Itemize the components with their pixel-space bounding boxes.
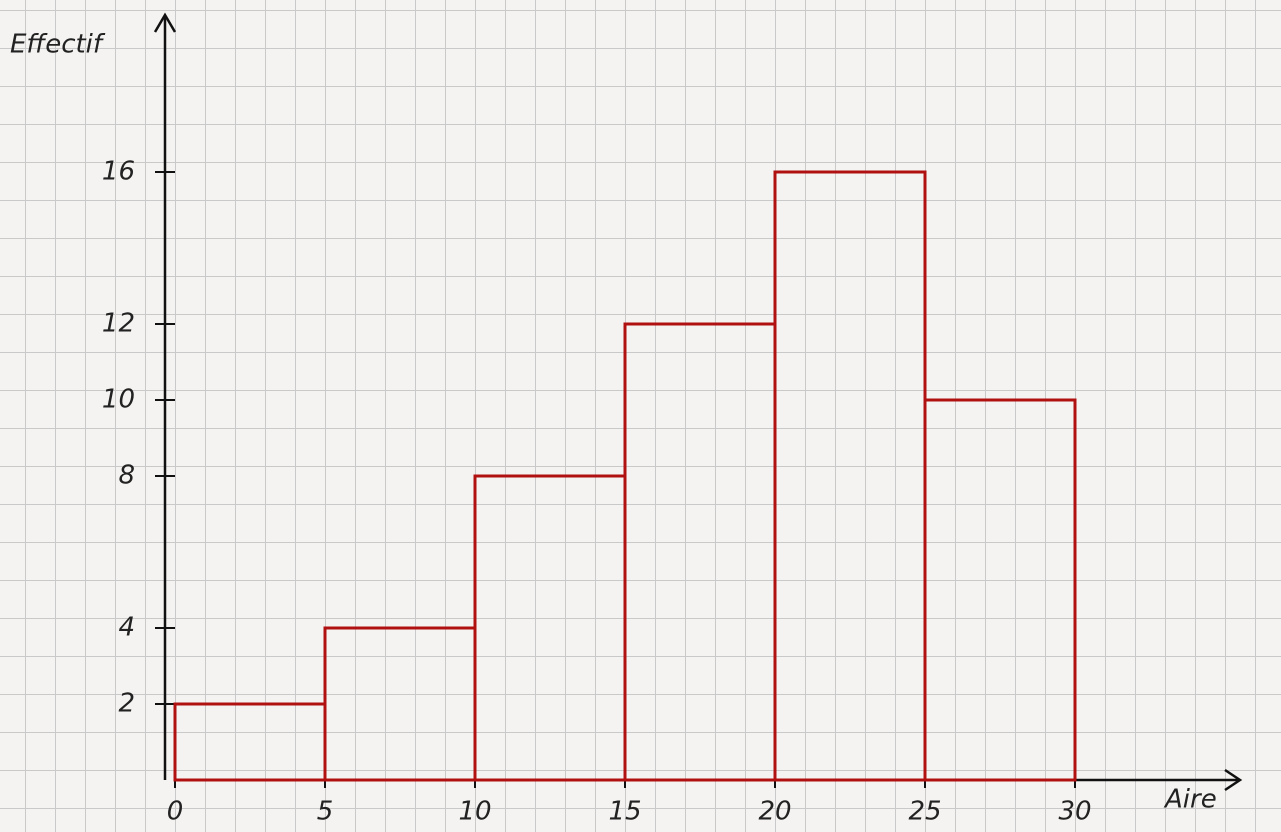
- bar: [775, 172, 925, 780]
- y-axis-label: Effectif: [10, 30, 106, 60]
- bar: [625, 324, 775, 780]
- x-tick-label: 25: [908, 797, 941, 827]
- x-axis-label: Aire: [1163, 785, 1217, 815]
- x-tick-label: 30: [1058, 797, 1091, 827]
- y-tick-label: 16: [102, 157, 135, 187]
- x-tick-label: 20: [758, 797, 791, 827]
- bar: [325, 628, 475, 780]
- x-tick-label: 10: [458, 797, 491, 827]
- y-tick-label: 10: [102, 385, 135, 415]
- page: Effectif Aire 248101216051015202530 (() …: [0, 0, 1281, 832]
- x-tick-label: 0: [167, 797, 184, 827]
- bar: [475, 476, 625, 780]
- y-tick-label: 2: [118, 689, 135, 719]
- bar: [175, 704, 325, 780]
- x-tick-label: 15: [608, 797, 641, 827]
- y-tick-label: 8: [118, 461, 135, 491]
- y-tick-label: 12: [102, 309, 135, 339]
- chart: Effectif Aire 2 4 8 10 12 16 0 5 10 15 20 25 30: [0, 0, 1281, 832]
- x-tick-label: 5: [317, 797, 334, 827]
- y-tick-label: 4: [118, 613, 135, 643]
- bar: [925, 400, 1075, 780]
